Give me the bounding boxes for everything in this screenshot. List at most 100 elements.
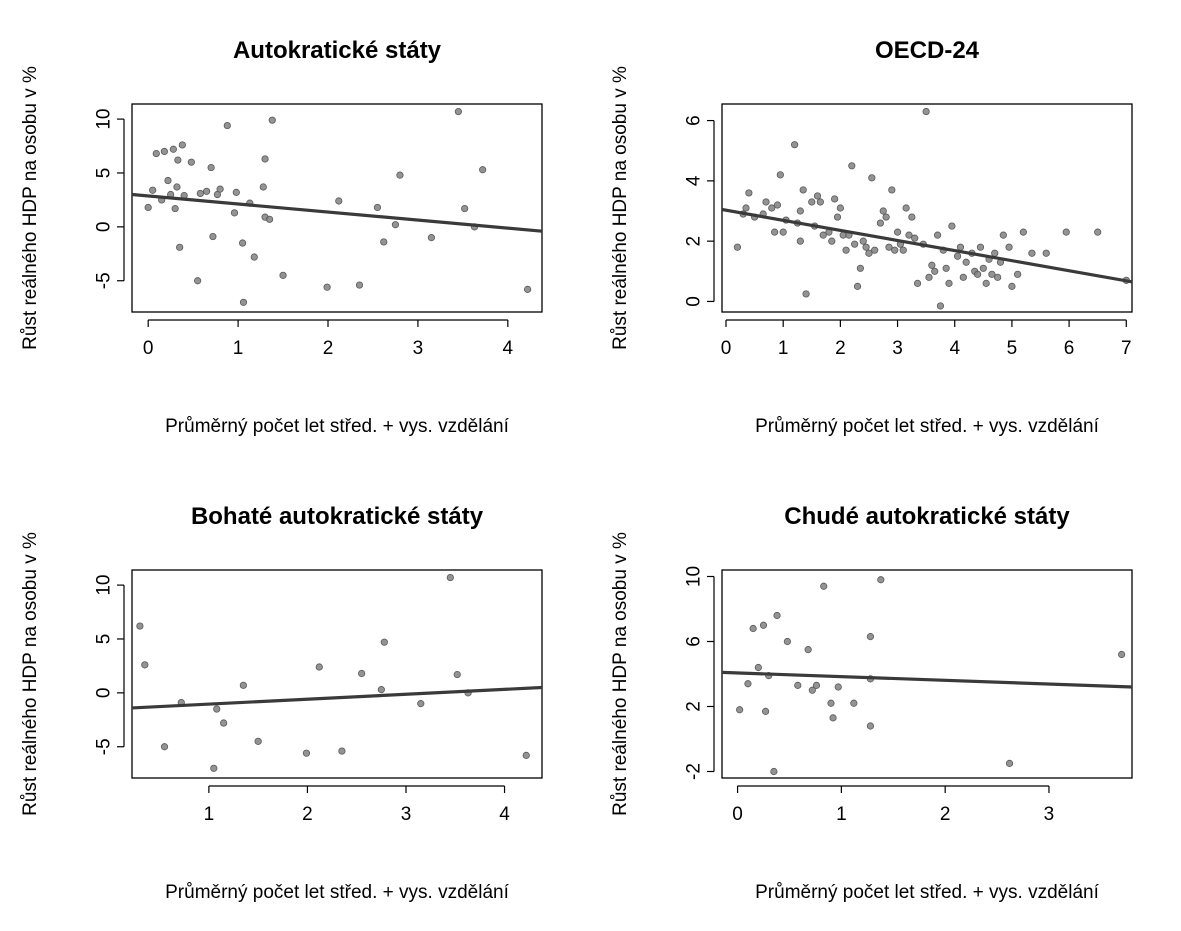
chart-panel-oecd24: OECD-24 0 1 2 3 4 5 6 7 0 2 4 6 Průměrný počet let st… [590,0,1180,465]
x-tick-label: 4 [503,338,514,359]
data-point [1014,270,1022,278]
data-point [736,706,744,714]
data-point [164,176,172,185]
data-point [942,264,950,272]
x-axis: 0 1 2 3 4 [143,319,514,359]
data-point [888,186,896,194]
data-point [427,234,436,242]
y-tick-label: 6 [684,636,705,647]
data-point [902,204,910,212]
data-point [391,221,400,229]
data-point [893,228,902,236]
data-point [380,638,388,646]
x-tick-label: 3 [401,804,412,825]
data-point [802,290,810,298]
data-point [315,663,323,671]
x-axis: 0 1 2 3 [732,785,1054,825]
x-axis-label: Průměrný počet let střed. + vys. vzdělán… [165,416,509,437]
data-point [355,281,364,289]
y-tick-label: 2 [684,701,705,712]
data-point [999,231,1007,239]
data-point [265,215,274,223]
chart-svg: OECD-24 0 1 2 3 4 5 6 7 0 2 4 6 Průměrný počet let st… [610,37,1133,437]
data-point [773,201,782,209]
x-tick-label: 0 [721,338,732,359]
data-point [210,764,218,772]
trend-line [722,207,1132,284]
data-point [979,264,987,272]
data-point [144,203,152,212]
data-point [808,686,816,694]
y-tick-label: 10 [684,566,705,587]
data-point [141,661,149,669]
data-point [479,166,487,174]
data-point [771,228,779,236]
data-point [953,252,962,260]
y-tick-label: 2 [684,236,705,247]
y-axis: 0 2 4 6 [684,115,715,307]
y-tick-label: 4 [684,175,705,186]
y-tick-label: 0 [684,296,705,307]
data-point [828,237,836,245]
data-point [174,156,182,164]
y-axis-label: Růst reálného HDP na osobu v % [20,66,41,350]
data-point [522,751,530,759]
data-point [216,185,224,193]
data-point [461,204,469,213]
data-point [925,273,933,281]
data-point [931,267,939,275]
data-point [259,183,267,191]
data-point [136,622,144,630]
data-point [380,238,388,246]
y-axis: -2 2 6 10 [684,566,715,780]
data-point [302,749,311,757]
x-tick-label: 4 [499,804,510,825]
data-point [160,743,169,751]
data-point [859,237,867,245]
y-tick-label: 10 [94,109,115,130]
data-point [213,705,221,713]
data-point [962,258,970,266]
y-tick-label: -5 [94,738,115,755]
y-tick-label: -2 [684,763,705,780]
data-point [794,681,802,689]
data-point [776,171,784,179]
data-point [1019,228,1027,236]
data-point [279,271,287,279]
data-point [152,149,160,158]
data-point [820,582,828,590]
data-point [928,261,936,269]
data-point [796,207,804,215]
data-point [239,681,247,689]
data-point [453,670,461,679]
data-point [866,722,875,730]
x-tick-label: 1 [233,338,244,359]
data-point [816,198,824,206]
x-tick-label: 2 [835,338,846,359]
x-tick-label: 2 [323,338,334,359]
data-point [879,207,887,215]
data-point [396,171,404,179]
data-point [885,243,893,251]
data-point [1028,249,1036,257]
data-point [982,279,990,287]
data-point [239,298,248,306]
data-point [160,147,168,156]
data-point [856,264,864,272]
data-point [948,222,956,230]
data-point [871,246,879,254]
data-point [1005,759,1014,767]
chart-title: Autokratické státy [233,37,442,64]
data-point [851,240,859,248]
data-point [911,234,919,242]
data-point [524,285,532,293]
plot-frame [131,103,543,313]
plot-frame [721,103,1133,313]
x-tick-label: 0 [732,804,743,825]
y-tick-label: -5 [94,272,115,289]
data-point [187,158,195,166]
data-point [933,231,942,239]
data-point [779,228,787,236]
data-point [749,624,757,633]
trend-line [722,670,1132,689]
